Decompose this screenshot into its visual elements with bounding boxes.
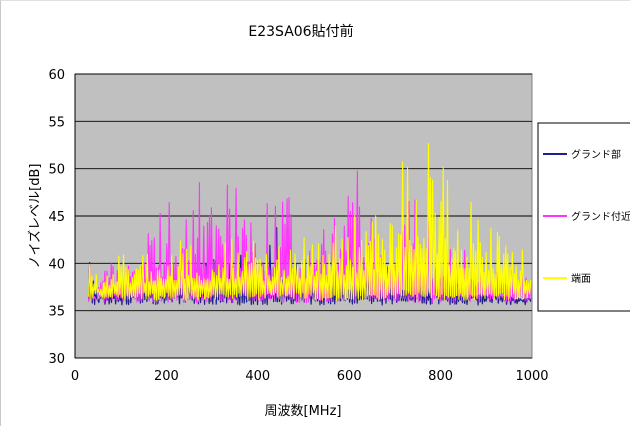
legend-label: グランド付近: [571, 210, 630, 223]
x-tick-label: 600: [337, 369, 362, 384]
legend-label: 端面: [571, 272, 591, 285]
y-tick-label: 30: [48, 352, 65, 367]
y-tick-label: 50: [48, 163, 65, 178]
x-tick-label: 200: [154, 369, 179, 384]
y-axis-label: ノイズレベル[dB]: [27, 164, 43, 269]
x-tick-label: 1000: [515, 369, 548, 384]
x-tick-label: 0: [71, 369, 79, 384]
legend-label: グランド部: [571, 148, 621, 161]
y-tick-label: 45: [48, 210, 65, 225]
x-axis-label: 周波数[MHz]: [265, 404, 342, 419]
series-line-3: [88, 142, 532, 301]
y-tick-label: 40: [48, 257, 65, 272]
x-tick-label: 800: [428, 369, 453, 384]
y-tick-label: 55: [48, 115, 65, 130]
chart-title: E23SA06貼付前: [248, 23, 353, 40]
y-tick-label: 60: [48, 68, 65, 83]
y-tick-label: 35: [48, 305, 65, 320]
series-layer: [88, 142, 533, 306]
x-tick-label: 400: [245, 369, 270, 384]
